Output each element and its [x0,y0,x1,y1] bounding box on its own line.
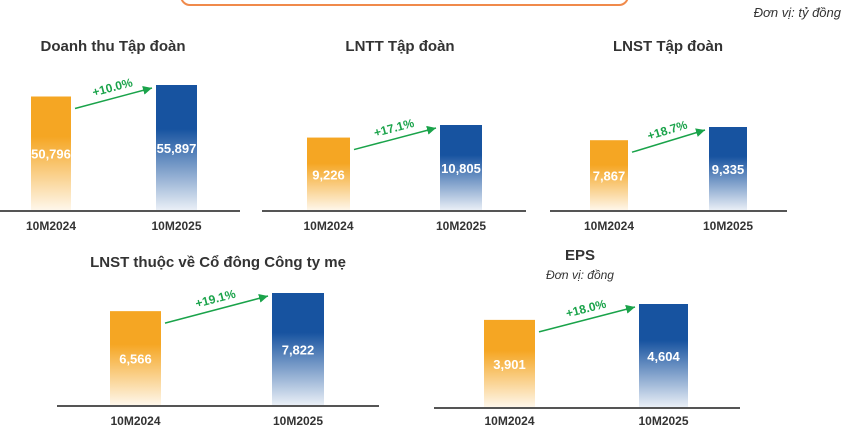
growth-arrow [74,85,153,110]
growth-arrow [353,125,437,151]
chart-title-eps: EPS [564,247,596,264]
growth-arrow [538,304,636,333]
bar-10M2024 [590,140,628,211]
value-label: 9,226 [312,167,345,182]
x-tick-label: 10M2025 [703,219,753,233]
value-label: 50,796 [31,147,71,162]
bar-10M2024 [307,137,350,211]
x-tick-label: 10M2024 [584,219,634,233]
chart-subtitle-eps: Đơn vị: đồng [546,268,614,282]
bar-10M2024 [31,96,71,211]
x-tick-label: 10M2025 [436,219,486,233]
x-tick-label: 10M2024 [26,219,76,233]
chart-title-pat: LNST Tập đoàn [613,38,723,55]
unit-label: Đơn vị: tỷ đồng [753,5,841,20]
chart-title-revenue: Doanh thu Tập đoàn [40,38,186,55]
chart-title-pat-parent: LNST thuộc về Cổ đông Công ty mẹ [90,254,346,271]
x-tick-label: 10M2025 [273,414,323,428]
growth-label: +19.1% [194,287,238,311]
x-tick-label: 10M2025 [151,219,201,233]
value-label: 55,897 [157,141,197,156]
chart-title-pbt: LNTT Tập đoàn [345,38,455,55]
value-label: 7,867 [593,169,626,184]
value-label: 3,901 [493,357,526,372]
value-label: 6,566 [119,352,152,367]
bar-10M2025 [156,85,197,211]
bar-10M2025 [272,293,324,406]
x-tick-label: 10M2025 [638,414,688,428]
growth-label: +18.7% [646,118,690,143]
x-tick-label: 10M2024 [110,414,160,428]
bar-10M2025 [709,127,747,211]
growth-arrow [631,128,706,153]
value-label: 7,822 [282,343,315,358]
bar-10M2025 [639,304,688,408]
bar-10M2025 [440,125,482,211]
growth-label: +17.1% [372,116,416,140]
value-label: 9,335 [712,162,745,177]
growth-arrow [164,293,269,324]
growth-label: +10.0% [91,75,135,99]
value-label: 4,604 [647,349,680,364]
bar-10M2024 [110,311,161,406]
x-tick-label: 10M2024 [484,414,534,428]
bar-10M2024 [484,319,535,408]
growth-label: +18.0% [564,297,608,321]
value-label: 10,805 [441,161,481,176]
x-tick-label: 10M2024 [303,219,353,233]
